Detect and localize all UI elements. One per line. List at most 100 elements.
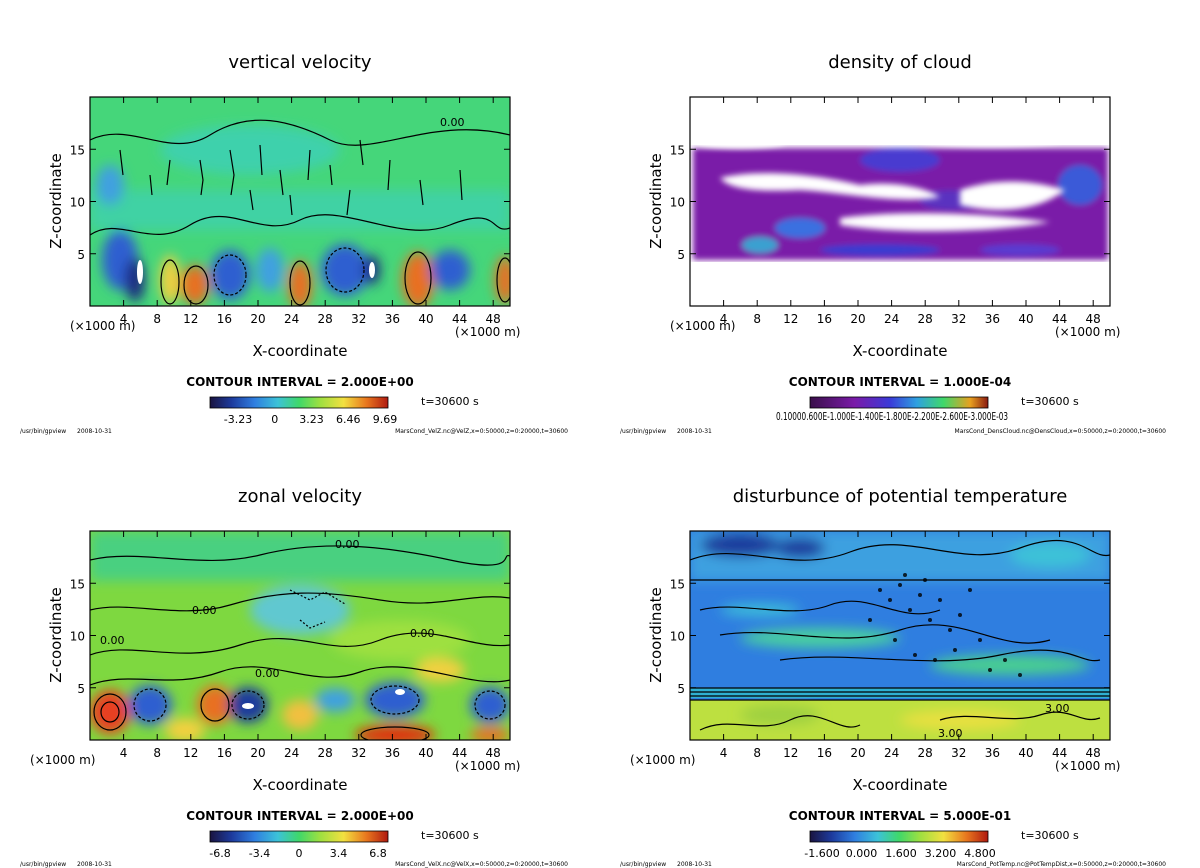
y-tick-label: 5 (677, 682, 685, 696)
x-unit-right: (×1000 m) (1055, 759, 1120, 773)
x-tick-label: 16 (817, 746, 832, 760)
heatmap-field: 0.00 (90, 97, 510, 306)
x-tick-label: 36 (385, 746, 400, 760)
heatmap-field (690, 97, 1110, 306)
y-tick-label: 15 (670, 577, 685, 591)
x-tick-label: 40 (1018, 746, 1033, 760)
x-tick-label: 28 (318, 746, 333, 760)
colorbar-tick: -6.8 (209, 847, 230, 860)
colorbar-tick: 4.800 (964, 847, 996, 860)
x-tick-label: 8 (753, 746, 761, 760)
footer-program: /usr/bin/gpview (620, 861, 666, 868)
footer-program: /usr/bin/gpview (620, 428, 666, 435)
x-unit-left: (×1000 m) (630, 753, 695, 767)
x-unit-right: (×1000 m) (455, 759, 520, 773)
time-label: t=30600 s (421, 829, 479, 842)
x-tick-label: 20 (850, 746, 865, 760)
y-axis-label: Z-coordinate (647, 587, 665, 682)
x-tick-label: 8 (153, 312, 161, 326)
x-tick-label: 48 (486, 746, 501, 760)
x-tick-label: 16 (217, 746, 232, 760)
x-axis-label: X-coordinate (253, 342, 348, 360)
footer-date: 2008-10-31 (77, 428, 112, 435)
panel-potential-temperature: disturbunce of potential temperature (620, 486, 1166, 868)
x-tick-label: 28 (918, 312, 933, 326)
y-tick-label: 5 (77, 248, 85, 262)
x-axis-label: X-coordinate (253, 776, 348, 794)
x-unit-left: (×1000 m) (670, 319, 735, 333)
colorbar-tick: 9.69 (373, 413, 398, 426)
contour-interval: CONTOUR INTERVAL = 1.000E-04 (789, 375, 1011, 389)
x-tick-label: 36 (985, 746, 1000, 760)
x-tick-label: 24 (284, 312, 299, 326)
x-unit-left: (×1000 m) (30, 753, 95, 767)
colorbar-tick: 0 (271, 413, 278, 426)
x-tick-label: 24 (884, 746, 899, 760)
x-tick-label: 16 (817, 312, 832, 326)
x-tick-label: 20 (850, 312, 865, 326)
x-tick-label: 48 (486, 312, 501, 326)
contour-label: 3.00 (1045, 702, 1070, 715)
colorbar (809, 396, 989, 409)
x-tick-label: 36 (985, 312, 1000, 326)
contour-label: 3.00 (938, 727, 963, 740)
x-tick-label: 48 (1086, 746, 1101, 760)
footer-date: 2008-10-31 (77, 861, 112, 868)
y-tick-label: 15 (70, 143, 85, 157)
chart-title: vertical velocity (228, 52, 372, 73)
colorbar-tick: -3.23 (224, 413, 252, 426)
x-tick-label: 32 (951, 746, 966, 760)
colorbar-tick: 6.8 (369, 847, 387, 860)
y-axis-label: Z-coordinate (47, 153, 65, 248)
y-tick-label: 10 (670, 630, 685, 644)
time-label: t=30600 s (1021, 829, 1079, 842)
chart-title: density of cloud (828, 52, 972, 73)
y-tick-label: 10 (670, 196, 685, 210)
x-tick-label: 28 (918, 746, 933, 760)
colorbar-tick: -1.600 (804, 847, 839, 860)
x-axis-label: X-coordinate (853, 342, 948, 360)
colorbar-tick: -3.4 (249, 847, 270, 860)
x-tick-label: 8 (153, 746, 161, 760)
x-tick-label: 24 (884, 312, 899, 326)
x-tick-label: 44 (1052, 746, 1067, 760)
footer-date: 2008-10-31 (677, 428, 712, 435)
y-tick-label: 5 (677, 248, 685, 262)
colorbar-tick: 6.46 (336, 413, 361, 426)
x-tick-label: 4 (720, 746, 728, 760)
x-tick-label: 40 (1018, 312, 1033, 326)
x-tick-label: 4 (720, 312, 728, 326)
contour-label: 0.00 (100, 634, 125, 647)
x-tick-label: 12 (783, 746, 798, 760)
colorbar-tick: 3.4 (330, 847, 348, 860)
colorbar-tick: 0.000 (846, 847, 878, 860)
x-tick-label: 32 (951, 312, 966, 326)
x-tick-label: 8 (753, 312, 761, 326)
x-tick-label: 48 (1086, 312, 1101, 326)
y-tick-label: 15 (670, 143, 685, 157)
y-tick-label: 10 (70, 630, 85, 644)
colorbar (809, 830, 989, 843)
colorbar-tick: 0 (296, 847, 303, 860)
x-tick-label: 20 (250, 746, 265, 760)
panel-density-of-cloud: density of cloud (620, 52, 1166, 435)
x-tick-label: 44 (1052, 312, 1067, 326)
x-tick-label: 16 (217, 312, 232, 326)
x-tick-label: 20 (250, 312, 265, 326)
x-tick-label: 24 (284, 746, 299, 760)
x-tick-label: 40 (418, 312, 433, 326)
panel-vertical-velocity: vertical velocity (20, 52, 568, 435)
x-tick-label: 44 (452, 746, 467, 760)
y-axis-label: Z-coordinate (47, 587, 65, 682)
panel-zonal-velocity: zonal velocity (20, 486, 568, 868)
contour-label: 0.00 (255, 667, 280, 680)
x-axis-label: X-coordinate (853, 776, 948, 794)
x-tick-label: 12 (183, 312, 198, 326)
x-unit-right: (×1000 m) (455, 325, 520, 339)
footer-source: MarsCond_PotTemp.nc@PotTempDist,x=0:5000… (957, 861, 1167, 868)
colorbar (209, 830, 389, 843)
time-label: t=30600 s (421, 395, 479, 408)
y-tick-label: 5 (77, 682, 85, 696)
heatmap-field: 0.00 0.00 0.00 0.00 0.00 (90, 531, 510, 740)
